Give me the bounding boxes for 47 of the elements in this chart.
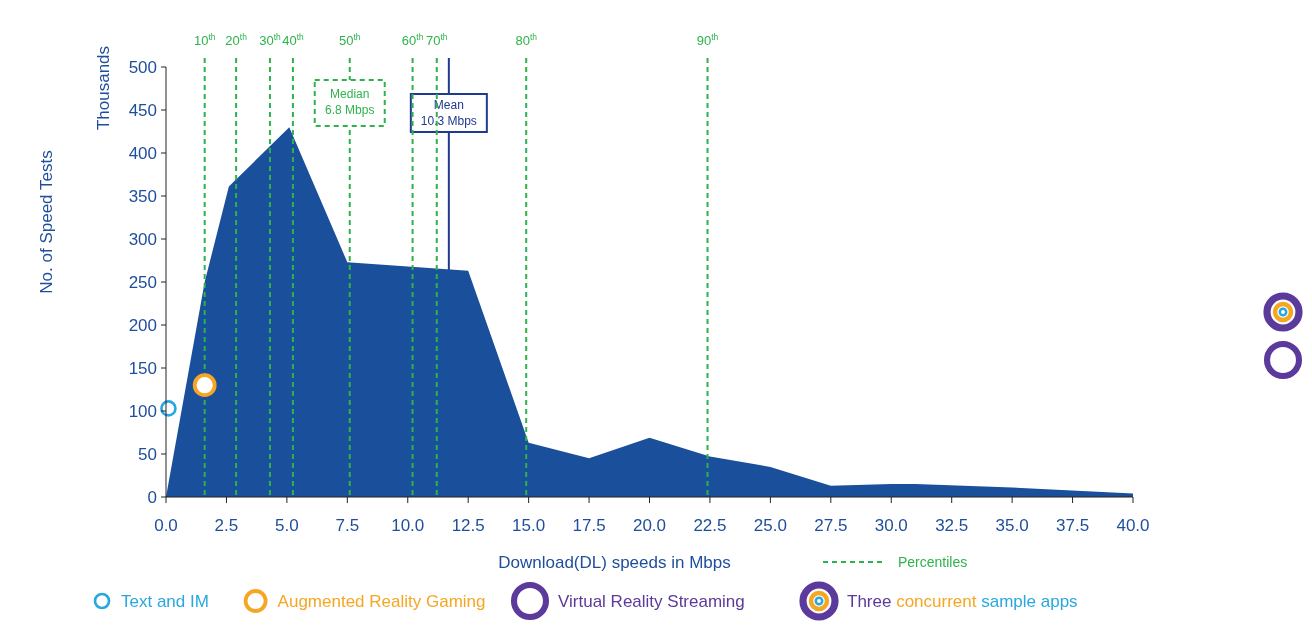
y-tick-label: 0 bbox=[147, 488, 157, 507]
ref-line-label: 40$^{th}$ bbox=[282, 32, 304, 48]
x-tick-label: 10.0 bbox=[391, 516, 425, 535]
legend-label: Augmented Reality Gaming bbox=[277, 592, 486, 611]
y-tick-label: 250 bbox=[128, 273, 157, 292]
x-tick-label: 15.0 bbox=[512, 516, 546, 535]
x-tick-label: 25.0 bbox=[753, 516, 787, 535]
legend-label: Text and IM bbox=[121, 592, 209, 611]
x-tick-label: 37.5 bbox=[1056, 516, 1090, 535]
ref-line-label: 30$^{th}$ bbox=[259, 32, 282, 48]
x-tick-label: 30.0 bbox=[874, 516, 908, 535]
x-tick-label: 0.0 bbox=[154, 516, 178, 535]
x-tick-label: 35.0 bbox=[995, 516, 1029, 535]
y-tick-label: 350 bbox=[128, 187, 157, 206]
x-tick-label: 12.5 bbox=[451, 516, 485, 535]
y-tick-label: 500 bbox=[128, 58, 157, 77]
x-tick-label: 32.5 bbox=[935, 516, 969, 535]
x-tick-label: 20.0 bbox=[632, 516, 667, 535]
annotation: Median 6.8 Mbps bbox=[325, 87, 375, 117]
legend-label: Three concurrent sample apps bbox=[847, 592, 1078, 611]
text: Thousands bbox=[94, 45, 113, 131]
x-tick-label: 22.5 bbox=[693, 516, 727, 535]
x-axis-title: Download(DL) speeds in Mbps bbox=[498, 553, 731, 572]
x-tick-label: 27.5 bbox=[814, 516, 848, 535]
x-tick-label: 5.0 bbox=[275, 516, 299, 535]
x-tick-label: 7.5 bbox=[335, 516, 360, 535]
y-tick-label: 400 bbox=[128, 144, 157, 163]
x-tick-label: 40.0 bbox=[1116, 516, 1150, 535]
legend-label: Virtual Reality Streaming bbox=[558, 592, 745, 611]
ref-line-label: 60$^{th}$ bbox=[401, 32, 424, 48]
ref-line-label: 90$^{th}$ bbox=[696, 32, 719, 48]
y-tick-label: 150 bbox=[128, 359, 157, 378]
y-tick-label: 50 bbox=[138, 445, 157, 464]
ref-line-label: Mean 10.3 Mbps bbox=[420, 98, 477, 128]
x-tick-label: 2.5 bbox=[214, 516, 239, 535]
ref-line-label: 20$^{th}$ bbox=[225, 32, 248, 48]
y-tick-label: 200 bbox=[128, 316, 157, 335]
ref-line-label: 10$^{th}$ bbox=[193, 32, 216, 48]
x-tick-label: 17.5 bbox=[572, 516, 606, 535]
ref-line-label: 70$^{th}$ bbox=[426, 32, 448, 48]
y-tick-label: 300 bbox=[128, 230, 157, 249]
y-tick-label: 100 bbox=[128, 402, 157, 421]
y-axis-title: No. of Speed Tests bbox=[37, 150, 56, 294]
y-tick-label: 450 bbox=[128, 101, 157, 120]
ref-line-label: 80$^{th}$ bbox=[515, 32, 538, 48]
ref-line-label: 50$^{th}$ bbox=[338, 32, 361, 48]
text: Percentiles bbox=[898, 554, 968, 570]
